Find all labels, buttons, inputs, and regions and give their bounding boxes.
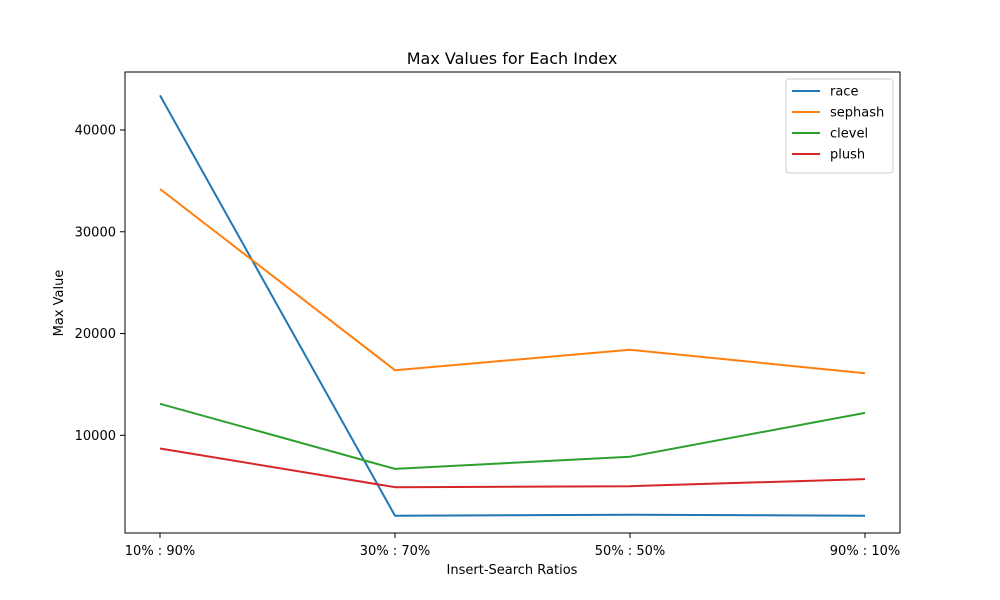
series-line-plush — [159, 447, 866, 489]
x-tick-label: 10% : 90% — [125, 544, 195, 559]
legend-label-race: race — [830, 85, 858, 100]
plot-frame — [124, 71, 901, 534]
x-axis: 10% : 90% 30% : 70% 50% : 50% 90% : 10% — [125, 533, 900, 559]
y-tick-label: 40000 — [75, 124, 116, 139]
legend-label-clevel: clevel — [830, 127, 868, 142]
y-axis-label: Max Value — [52, 270, 67, 337]
series-line-clevel — [159, 402, 866, 470]
series-line-race — [159, 94, 866, 517]
x-tick-label: 90% : 10% — [830, 544, 900, 559]
y-tick-label: 20000 — [75, 327, 116, 342]
legend-label-sephash: sephash — [830, 106, 884, 121]
legend-label-plush: plush — [830, 148, 865, 163]
x-tick-label: 30% : 70% — [360, 544, 430, 559]
legend: race sephash clevel plush — [785, 78, 894, 174]
y-tick-label: 30000 — [75, 225, 116, 240]
x-tick-label: 50% : 50% — [595, 544, 665, 559]
chart-title: Max Values for Each Index — [407, 49, 618, 68]
x-axis-label: Insert-Search Ratios — [447, 563, 578, 578]
y-axis: 10000 20000 30000 40000 — [75, 124, 125, 444]
y-tick-label: 10000 — [75, 429, 116, 444]
series-line-sephash — [159, 188, 866, 375]
plot-marks — [159, 94, 866, 517]
legend-box — [785, 78, 894, 174]
